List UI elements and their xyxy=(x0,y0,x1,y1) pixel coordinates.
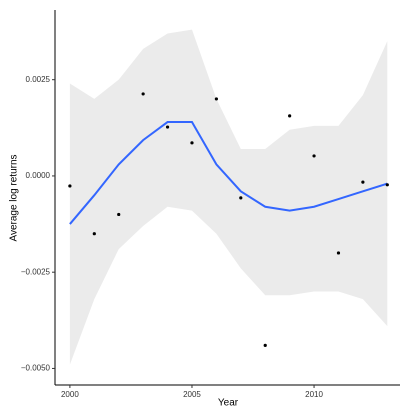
x-tick-label: 2005 xyxy=(183,390,201,399)
y-axis-title: Average log returns xyxy=(9,154,20,241)
point xyxy=(361,180,365,184)
x-tick-label: 2000 xyxy=(61,390,79,399)
point xyxy=(312,154,316,158)
x-axis-title: Year xyxy=(218,398,239,409)
point xyxy=(263,343,267,347)
y-tick-label: 0.0000 xyxy=(26,171,51,180)
confidence-band xyxy=(69,29,388,365)
point xyxy=(68,184,72,188)
point xyxy=(117,212,121,217)
point xyxy=(336,251,341,255)
point xyxy=(288,114,292,118)
point xyxy=(190,141,194,145)
point xyxy=(385,183,389,187)
y-tick-label: −0.0050 xyxy=(21,364,51,373)
point xyxy=(214,97,218,101)
y-tick-label: −0.0025 xyxy=(21,267,51,276)
point xyxy=(141,92,145,96)
x-tick-label: 2010 xyxy=(305,390,323,399)
point xyxy=(92,232,96,236)
y-tick-label: 0.0025 xyxy=(26,75,51,84)
point xyxy=(239,196,243,200)
point xyxy=(165,125,170,129)
smooth-line xyxy=(69,121,388,225)
